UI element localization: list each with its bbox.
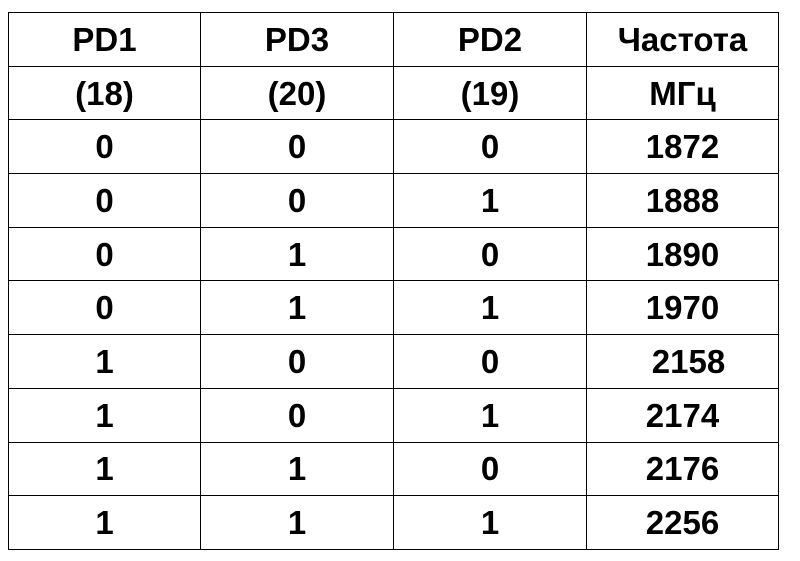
frequency-table: PD1 PD3 PD2 Частота (18) (20) (19) МГц 0… <box>8 12 779 550</box>
table-row: 1 0 1 2174 <box>8 387 779 443</box>
table-row: 1 1 0 2176 <box>8 441 779 497</box>
table-cell-pd1: 1 <box>8 387 201 443</box>
frequency-table-container: PD1 PD3 PD2 Частота (18) (20) (19) МГц 0… <box>8 12 779 550</box>
table-cell-pd2: 0 <box>393 441 587 497</box>
header-row-names: PD1 PD3 PD2 Частота <box>8 12 779 67</box>
table-cell-pd3: 1 <box>200 495 394 550</box>
table-cell-pd2: 1 <box>393 495 587 550</box>
header-row-pins: (18) (20) (19) МГц <box>8 65 779 121</box>
table-cell-pd3: 1 <box>200 441 394 497</box>
header-cell-pd1: PD1 <box>8 12 201 67</box>
table-cell-pd2: 0 <box>393 226 587 282</box>
table-row: 0 0 0 1872 <box>8 119 779 175</box>
table-cell-pd1: 1 <box>8 441 201 497</box>
table-cell-pd1: 1 <box>8 495 201 550</box>
table-cell-pd2: 1 <box>393 387 587 443</box>
table-cell-pd1: 0 <box>8 119 201 175</box>
table-cell-frequency: 1970 <box>586 280 779 336</box>
table-row: 0 0 1 1888 <box>8 173 779 228</box>
table-cell-frequency: 2256 <box>586 495 779 550</box>
table-cell-frequency: 2158 <box>586 334 779 389</box>
header-cell-pd2: PD2 <box>393 12 587 67</box>
table-cell-pd1: 0 <box>8 226 201 282</box>
table-row: 1 1 1 2256 <box>8 495 779 550</box>
table-cell-frequency: 1872 <box>586 119 779 175</box>
table-row: 0 1 1 1970 <box>8 280 779 336</box>
table-cell-pd2: 1 <box>393 280 587 336</box>
table-cell-pd1: 0 <box>8 280 201 336</box>
table-cell-pd3: 0 <box>200 119 394 175</box>
table-row: 1 0 0 2158 <box>8 334 779 389</box>
table-cell-frequency: 1888 <box>586 173 779 228</box>
table-cell-pd1: 1 <box>8 334 201 389</box>
table-cell-pd2: 0 <box>393 119 587 175</box>
header-cell-pin-18: (18) <box>8 65 201 121</box>
table-cell-pd3: 0 <box>200 334 394 389</box>
table-cell-pd3: 1 <box>200 226 394 282</box>
header-cell-pin-20: (20) <box>200 65 394 121</box>
header-cell-frequency: Частота <box>586 12 779 67</box>
table-cell-frequency: 1890 <box>586 226 779 282</box>
table-cell-pd2: 1 <box>393 173 587 228</box>
table-cell-pd3: 0 <box>200 387 394 443</box>
table-cell-frequency: 2174 <box>586 387 779 443</box>
table-cell-pd1: 0 <box>8 173 201 228</box>
table-cell-pd3: 0 <box>200 173 394 228</box>
header-cell-pin-19: (19) <box>393 65 587 121</box>
header-cell-unit: МГц <box>586 65 779 121</box>
table-cell-pd2: 0 <box>393 334 587 389</box>
header-cell-pd3: PD3 <box>200 12 394 67</box>
table-row: 0 1 0 1890 <box>8 226 779 282</box>
table-cell-frequency: 2176 <box>586 441 779 497</box>
table-cell-pd3: 1 <box>200 280 394 336</box>
